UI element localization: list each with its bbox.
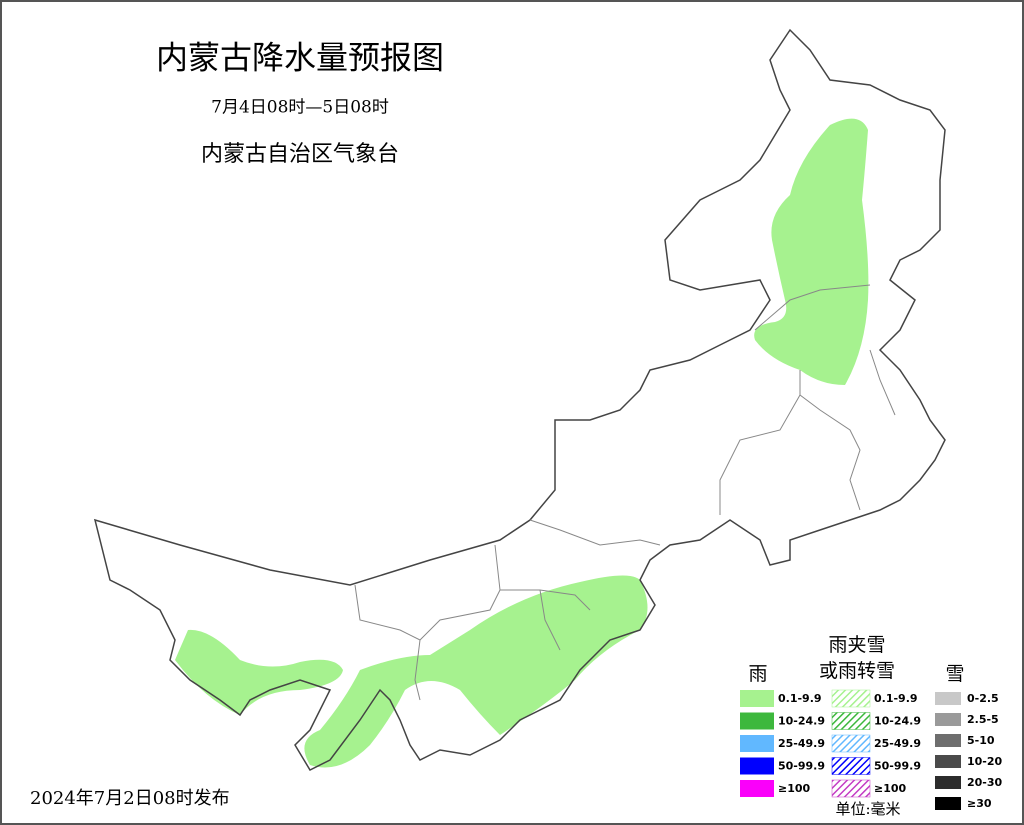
legend-label: ≥100 xyxy=(778,782,811,795)
legend-label: ≥100 xyxy=(874,782,907,795)
legend-label: 25-49.9 xyxy=(874,737,921,750)
legend-label: 0.1-9.9 xyxy=(874,692,918,705)
legend-swatch xyxy=(740,735,774,752)
legend-swatch xyxy=(831,757,871,775)
legend-swatch xyxy=(831,779,871,798)
legend-title: 雨夹雪 xyxy=(828,634,885,656)
legend-title: 雪 xyxy=(945,663,964,685)
legend-label: 50-99.9 xyxy=(778,760,825,773)
map-title: 内蒙古降水量预报图 xyxy=(156,39,444,77)
legend-swatch xyxy=(935,713,961,726)
legend-swatch xyxy=(935,776,961,789)
legend-label: 25-49.9 xyxy=(778,737,825,750)
legend-swatch xyxy=(831,734,871,753)
legend-label: 0.1-9.9 xyxy=(778,692,822,705)
legend-swatch xyxy=(831,689,871,708)
city-boundaries xyxy=(354,284,896,701)
legend-swatch xyxy=(740,712,774,730)
legend-label: 2.5-5 xyxy=(967,713,999,726)
region-map xyxy=(93,28,946,771)
legend-label: 10-24.9 xyxy=(778,715,825,728)
legend-swatch xyxy=(740,780,774,797)
legend-swatch xyxy=(831,712,871,730)
legend-swatch xyxy=(740,757,774,775)
map-period: 7月4日08时—5日08时 xyxy=(211,98,389,118)
rain-area xyxy=(304,575,648,768)
legend-label: 10-24.9 xyxy=(874,715,921,728)
legend-swatch xyxy=(740,690,774,707)
legend-label: 0-2.5 xyxy=(967,692,999,705)
legend-swatch xyxy=(935,692,961,705)
legend-unit: 单位:毫米 xyxy=(835,800,900,818)
legend-label: ≥30 xyxy=(967,797,992,810)
rain-area xyxy=(754,118,869,386)
legend-swatch xyxy=(935,755,961,768)
legend-label: 50-99.9 xyxy=(874,760,921,773)
issue-time: 2024年7月2日08时发布 xyxy=(30,788,230,809)
legend-label: 10-20 xyxy=(967,755,1003,768)
legend-title: 或雨转雪 xyxy=(819,660,895,682)
legend-swatch xyxy=(935,797,961,810)
map-issuer: 内蒙古自治区气象台 xyxy=(201,142,399,167)
legend-label: 20-30 xyxy=(967,776,1003,789)
legend-title: 雨 xyxy=(748,663,767,685)
legend-label: 5-10 xyxy=(967,734,995,747)
rain-area xyxy=(175,629,343,715)
province-outline xyxy=(93,28,946,771)
legend-swatch xyxy=(935,734,961,747)
